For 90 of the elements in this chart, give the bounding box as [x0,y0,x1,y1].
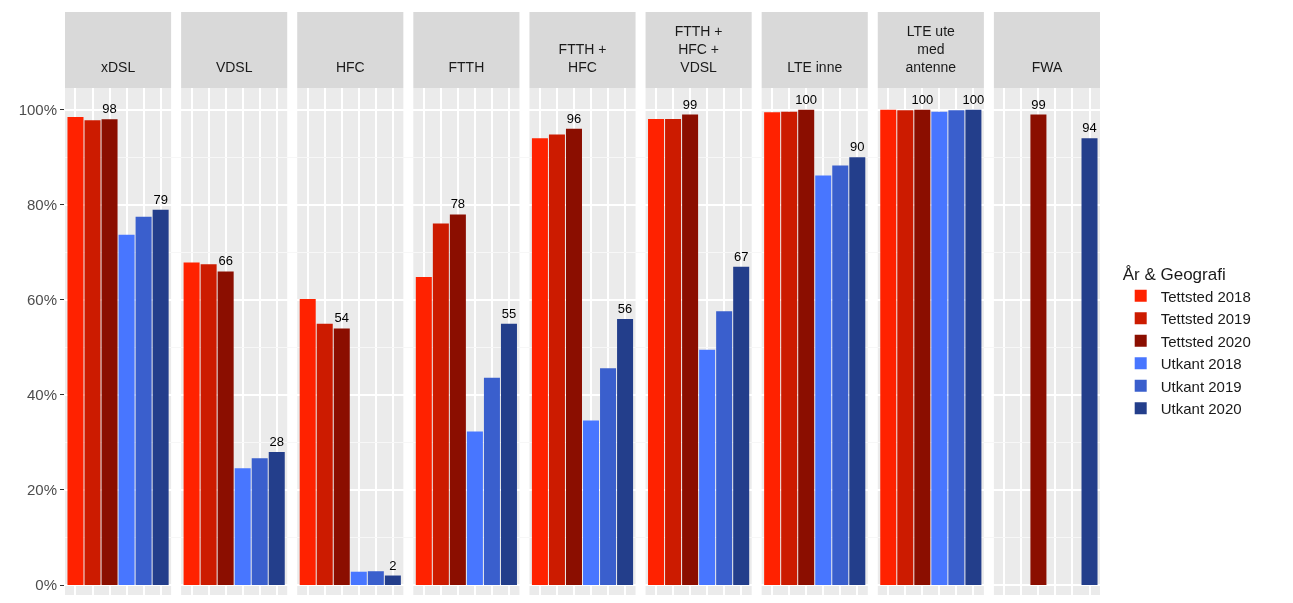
bar [1081,138,1098,586]
bar [764,112,781,586]
bar [299,298,316,586]
data-label: 78 [450,196,466,212]
bar [880,109,897,586]
y-tick-label: 80% [26,196,57,214]
bar [152,209,169,586]
x-tick-label: FTTH + HFC + VDSL [674,22,723,76]
bar [449,214,466,586]
bar [798,109,815,586]
bar [617,318,634,586]
bar [251,458,268,586]
y-tick-label: 40% [26,386,57,404]
y-tick-label: 60% [26,291,57,309]
data-label: 90 [850,139,865,155]
data-label: 66 [218,253,233,269]
data-label: 79 [153,191,168,207]
y-tick-label: 0% [35,576,57,594]
y-tick-label: 20% [26,481,57,499]
bar [815,175,832,586]
bar [367,571,384,586]
data-label: 100 [795,91,818,107]
data-label: 67 [733,248,749,264]
bar [384,575,401,586]
bar [200,264,217,586]
y-tick-label: 100% [18,101,57,119]
bar [67,116,84,586]
bar [665,118,682,586]
data-label: 94 [1082,120,1097,136]
x-tick-label: FTTH + HFC [558,41,607,76]
x-tick-label: FWA [1031,59,1063,76]
bar [217,271,234,586]
bar [849,157,866,586]
x-tick-label: LTE inne [787,59,843,76]
bar [483,377,500,586]
bar [965,109,982,586]
legend-label: Tettsted 2019 [1160,310,1251,328]
legend-label: Tettsted 2020 [1160,332,1251,350]
bar [84,120,101,586]
x-tick-label: xDSL [100,59,136,76]
bar [432,223,449,586]
bar [466,431,483,586]
bar [548,134,565,586]
bar [682,114,699,586]
bar [316,323,333,586]
bar [600,368,617,586]
bar [118,234,135,586]
bar [897,110,914,586]
data-label: 99 [682,96,698,112]
x-tick-label: HFC [335,59,365,76]
bar [733,266,750,586]
data-label: 28 [269,433,284,449]
data-label: 98 [102,101,117,117]
bar [781,111,798,586]
data-label: 100 [911,91,934,107]
legend-label: Utkant 2018 [1160,355,1242,373]
bar [565,128,582,586]
bar [531,138,548,586]
bar [101,119,118,586]
bar [183,262,200,586]
bar [699,349,716,586]
bar [135,216,152,586]
bar [333,328,350,586]
bar [931,111,948,586]
legend-title: År & Geografi [1122,264,1226,284]
legend-label: Tettsted 2018 [1160,287,1251,305]
x-tick-label: VDSL [215,59,253,76]
bar [350,571,367,586]
bar [948,110,965,586]
legend-label: Utkant 2019 [1160,377,1242,395]
bar [832,165,849,586]
bar [234,468,251,586]
x-tick-label: FTTH [448,59,485,76]
data-label: 2 [389,557,397,573]
data-label: 99 [1031,96,1046,112]
legend-label: Utkant 2020 [1160,400,1242,418]
bar [1030,114,1047,586]
data-label: 56 [617,300,633,316]
data-label: 96 [566,110,582,126]
data-label: 55 [501,305,517,321]
bar [716,311,733,586]
bar [500,323,517,586]
bar [648,118,665,586]
data-label: 54 [334,310,349,326]
bar [583,420,600,586]
bar [415,277,432,586]
x-tick-label: LTE ute med antenne [905,22,957,76]
bar [914,109,931,586]
data-label: 100 [962,91,985,107]
bar [268,451,285,586]
